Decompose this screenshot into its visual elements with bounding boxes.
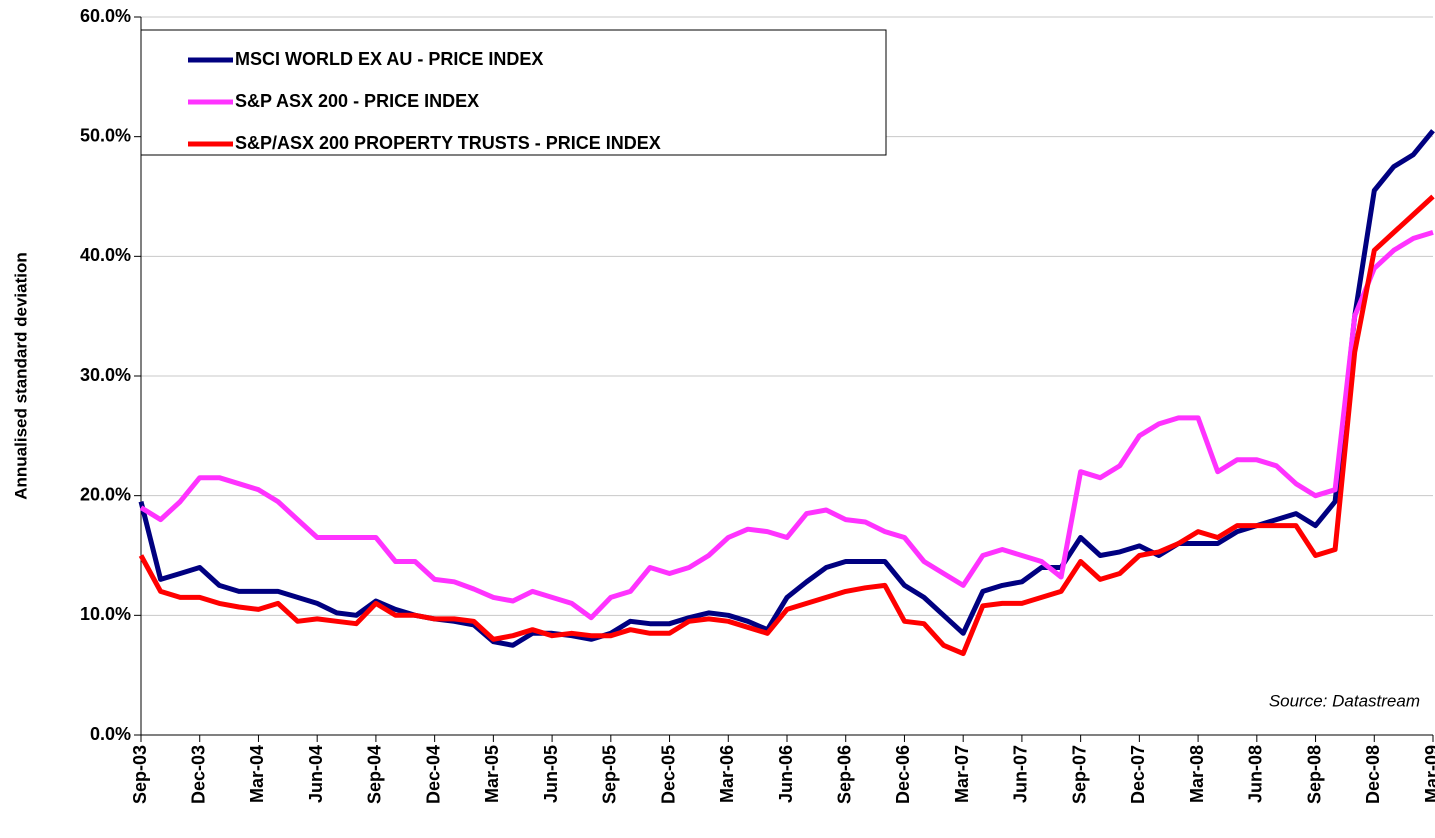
x-tick-label: Mar-05 — [482, 745, 502, 803]
x-tick-label: Dec-04 — [423, 745, 443, 804]
y-tick-label: 30.0% — [80, 365, 131, 385]
y-tick-label: 50.0% — [80, 125, 131, 145]
legend-box — [140, 29, 887, 156]
x-tick-label: Mar-07 — [952, 745, 972, 803]
y-axis-label: Annualised standard deviation — [11, 252, 30, 500]
series-line — [138, 129, 1435, 648]
x-tick-label: Sep-03 — [130, 745, 150, 804]
series-line — [138, 194, 1435, 657]
x-tick-label: Dec-07 — [1128, 745, 1148, 804]
x-tick-label: Jun-05 — [541, 745, 561, 803]
y-tick-label: 40.0% — [80, 245, 131, 265]
x-tick-label: Sep-04 — [365, 745, 385, 804]
y-tick-label: 60.0% — [80, 6, 131, 26]
legend-label: MSCI WORLD EX AU - PRICE INDEX — [235, 49, 543, 69]
y-tick-label: 20.0% — [80, 484, 131, 504]
x-tick-label: Dec-05 — [658, 745, 678, 804]
series-line — [139, 230, 1434, 621]
x-tick-label: Mar-08 — [1187, 745, 1207, 803]
x-tick-label: Mar-06 — [717, 745, 737, 803]
legend-label: S&P ASX 200 - PRICE INDEX — [235, 91, 479, 111]
x-tick-label: Mar-04 — [247, 745, 267, 803]
x-tick-label: Jun-06 — [776, 745, 796, 803]
annotation: Source: Datastream — [1269, 691, 1420, 710]
y-tick-label: 0.0% — [90, 724, 131, 744]
x-tick-label: Sep-07 — [1069, 745, 1089, 804]
x-tick-label: Dec-08 — [1363, 745, 1383, 804]
legend-label: S&P/ASX 200 PROPERTY TRUSTS - PRICE INDE… — [235, 133, 661, 153]
y-tick-label: 10.0% — [80, 604, 131, 624]
x-tick-label: Jun-07 — [1011, 745, 1031, 803]
x-tick-label: Sep-06 — [834, 745, 854, 804]
x-tick-label: Sep-05 — [600, 745, 620, 804]
x-tick-label: Jun-04 — [306, 745, 326, 803]
x-tick-label: Dec-03 — [188, 745, 208, 804]
x-tick-label: Dec-06 — [893, 745, 913, 804]
x-tick-label: Mar-09 — [1422, 745, 1435, 803]
x-tick-label: Sep-08 — [1304, 745, 1324, 804]
x-tick-label: Jun-08 — [1246, 745, 1266, 803]
